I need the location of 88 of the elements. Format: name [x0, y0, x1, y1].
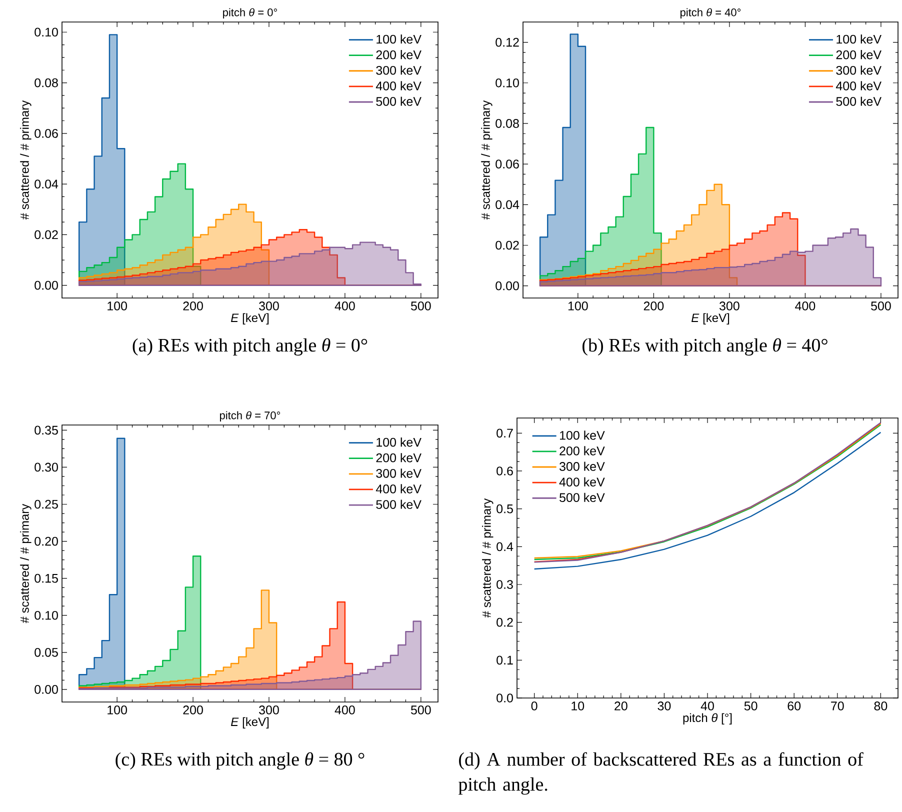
y-tick-label: 0.08	[34, 78, 58, 88]
y-tick-label: 0.00	[34, 685, 58, 694]
y-tick-label: 0.04	[34, 180, 58, 188]
y-tick-label: 0.3	[496, 580, 513, 589]
legend-label: 300 keV	[376, 66, 422, 75]
x-tick-label: 20	[614, 702, 628, 710]
x-tick-label: 400	[795, 302, 816, 310]
x-axis-title: E [keV]	[691, 313, 730, 324]
y-tick-label: 0.1	[496, 656, 513, 665]
y-tick-label: 0.25	[34, 500, 58, 509]
y-tick-label: 0.05	[34, 648, 58, 657]
x-tick-label: 500	[410, 302, 431, 310]
x-tick-label: 500	[871, 302, 891, 310]
y-tick-label: 0.0	[496, 694, 513, 702]
y-tick-label: 0.02	[496, 240, 519, 250]
y-tick-label: 0.08	[496, 119, 519, 128]
y-axis-title: # scattered / # primary	[20, 504, 32, 624]
x-tick-label: 50	[744, 702, 758, 710]
x-tick-label: 500	[410, 706, 431, 714]
legend-label: 500 keV	[560, 492, 605, 502]
legend-label: 100 keV	[836, 34, 882, 44]
x-tick-label: 40	[700, 702, 714, 710]
legend-label: 400 keV	[559, 477, 605, 486]
x-tick-label: 100	[568, 302, 588, 310]
legend-label: 500 keV	[836, 96, 882, 106]
x-axis-title: pitch θ [°]	[683, 713, 732, 724]
legend-label: 100 keV	[376, 438, 422, 447]
x-tick-label: 10	[572, 702, 584, 710]
legend-label: 400 keV	[376, 484, 422, 494]
y-tick-label: 0.35	[34, 426, 58, 435]
y-tick-label: 0.4	[496, 542, 514, 552]
x-tick-label: 0	[531, 702, 538, 710]
y-tick-label: 0.20	[34, 536, 58, 546]
x-axis-title: E [keV]	[230, 313, 269, 324]
x-tick-label: 100	[108, 302, 128, 310]
x-tick-label: 200	[183, 302, 203, 310]
y-axis-title: # scattered / # primary	[482, 498, 494, 618]
y-tick-label: 0.2	[496, 618, 513, 627]
legend-label: 300 keV	[376, 468, 422, 478]
x-tick-label: 200	[644, 302, 664, 310]
text: (c) REs with pitch angle θ = 80 °	[116, 752, 364, 770]
legend-label: 400 keV	[376, 81, 422, 90]
x-tick-label: 100	[108, 706, 128, 714]
chart-title: pitch θ = 70°	[220, 411, 280, 422]
text: (a) REs with pitch angle θ = 0°	[132, 338, 368, 356]
y-tick-label: 0.7	[496, 428, 513, 438]
legend-label: 400 keV	[836, 81, 882, 90]
y-tick-label: 0.5	[496, 504, 513, 514]
x-tick-label: 80	[874, 702, 888, 710]
legend-label: 200 keV	[560, 446, 605, 456]
y-tick-label: 0.10	[496, 78, 519, 88]
x-tick-label: 200	[183, 706, 203, 714]
y-tick-label: 0.30	[34, 462, 58, 472]
legend-label: 100 keV	[560, 430, 605, 440]
y-tick-label: 0.6	[496, 466, 513, 476]
x-tick-label: 300	[259, 302, 279, 310]
y-axis-title: # scattered / # primary	[20, 100, 32, 220]
y-tick-label: 0.04	[496, 200, 520, 210]
text: (d) A number of backscattered REs as a function of pitch angle.	[458, 752, 864, 795]
y-tick-label: 0.06	[34, 129, 58, 138]
x-tick-label: 400	[334, 706, 355, 714]
x-tick-label: 30	[658, 702, 671, 710]
y-tick-label: 0.00	[496, 281, 519, 290]
legend-label: 300 keV	[836, 66, 882, 75]
chart-title: pitch θ = 40°	[680, 8, 741, 18]
x-axis-title: E [keV]	[230, 717, 269, 728]
x-tick-label: 60	[788, 702, 801, 710]
y-tick-label: 0.15	[34, 574, 58, 583]
x-tick-label: 300	[719, 302, 740, 310]
y-tick-label: 0.12	[496, 38, 519, 47]
x-tick-label: 300	[259, 706, 279, 714]
legend-label: 200 keV	[376, 50, 422, 60]
legend-label: 300 keV	[560, 462, 605, 471]
x-tick-label: 70	[831, 702, 844, 710]
legend-label: 200 keV	[836, 50, 882, 60]
y-tick-label: 0.02	[34, 230, 58, 240]
text: (b) REs with pitch angle θ = 40°	[582, 338, 828, 356]
y-tick-label: 0.06	[496, 160, 519, 168]
legend-label: 100 keV	[376, 34, 422, 44]
legend-label: 500 keV	[376, 500, 422, 509]
legend-label: 500 keV	[376, 96, 422, 106]
x-tick-label: 400	[334, 302, 355, 310]
y-tick-label: 0.00	[34, 280, 58, 290]
y-axis-title: # scattered / # primary	[481, 100, 492, 220]
legend-label: 200 keV	[376, 453, 422, 462]
y-tick-label: 0.10	[34, 28, 58, 37]
y-tick-label: 0.10	[34, 610, 58, 620]
chart-title: pitch θ = 0°	[223, 8, 277, 18]
